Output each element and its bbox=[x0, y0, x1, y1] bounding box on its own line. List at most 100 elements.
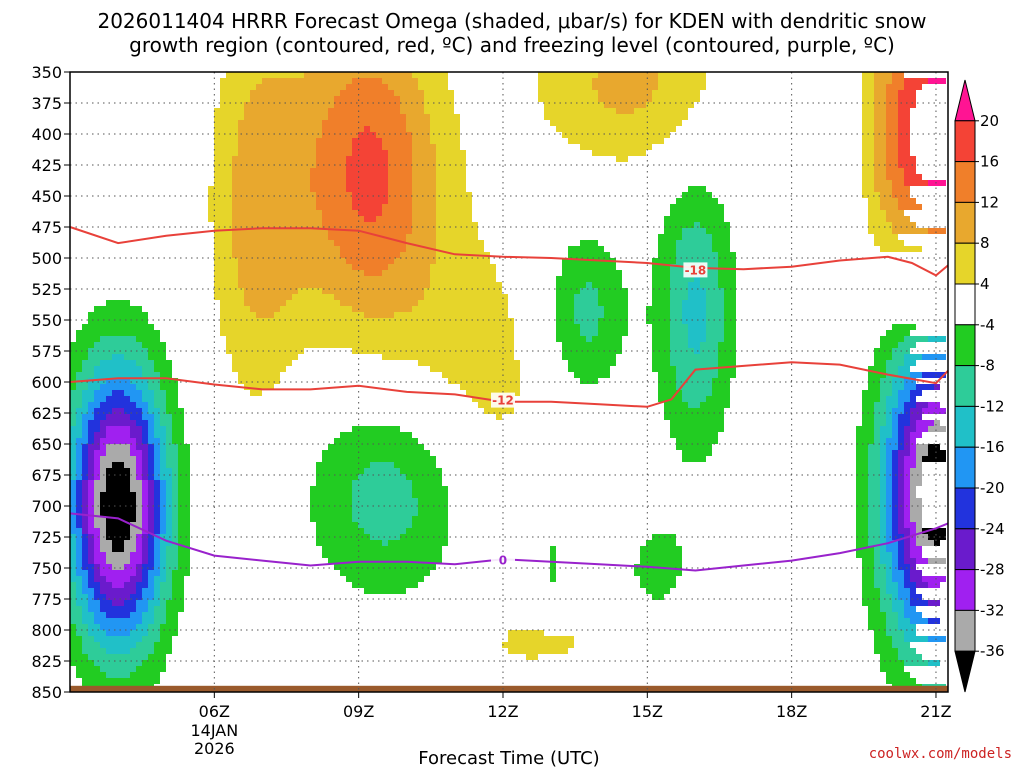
omega-cell bbox=[892, 426, 898, 432]
omega-cell bbox=[100, 540, 112, 546]
omega-cell bbox=[166, 480, 172, 486]
colorbar-label: -36 bbox=[980, 642, 1005, 660]
omega-cell bbox=[856, 528, 868, 534]
omega-cell bbox=[70, 642, 82, 648]
omega-cell bbox=[892, 564, 898, 570]
omega-cell bbox=[874, 78, 892, 84]
omega-cell bbox=[550, 120, 682, 126]
omega-cell bbox=[406, 528, 448, 534]
omega-cell bbox=[148, 378, 160, 384]
omega-cell bbox=[928, 78, 946, 84]
omega-cell bbox=[70, 402, 82, 408]
colorbar-swatch bbox=[954, 201, 976, 244]
omega-cell bbox=[352, 78, 382, 84]
omega-cell bbox=[604, 306, 628, 312]
omega-cell bbox=[304, 72, 412, 78]
omega-cell bbox=[82, 468, 88, 474]
omega-cell bbox=[682, 390, 712, 396]
omega-cell bbox=[910, 504, 922, 510]
omega-cell bbox=[892, 606, 904, 612]
omega-cell bbox=[874, 414, 886, 420]
omega-cell bbox=[76, 450, 82, 456]
omega-cell bbox=[898, 648, 916, 654]
omega-cell bbox=[106, 576, 130, 582]
y-tick-label: 475 bbox=[31, 218, 62, 237]
omega-cell bbox=[94, 576, 106, 582]
omega-cell bbox=[352, 198, 388, 204]
omega-cell bbox=[142, 540, 148, 546]
omega-cell bbox=[214, 126, 238, 132]
omega-cell bbox=[166, 570, 172, 576]
omega-cell bbox=[898, 540, 904, 546]
omega-cell bbox=[676, 246, 712, 252]
omega-cell bbox=[400, 96, 424, 102]
omega-cell bbox=[886, 366, 898, 372]
omega-cell bbox=[874, 354, 892, 360]
omega-cell bbox=[898, 504, 904, 510]
omega-cell bbox=[142, 570, 148, 576]
y-tick-label: 450 bbox=[31, 187, 62, 206]
omega-cell bbox=[418, 510, 448, 516]
omega-cell bbox=[874, 234, 898, 240]
omega-cell bbox=[94, 396, 106, 402]
omega-cell bbox=[928, 558, 946, 564]
omega-cell bbox=[94, 618, 142, 624]
omega-cell bbox=[886, 546, 898, 552]
omega-cell bbox=[232, 216, 322, 222]
omega-cell bbox=[916, 528, 922, 534]
omega-cell bbox=[910, 486, 916, 492]
omega-cell bbox=[160, 588, 172, 594]
omega-cell bbox=[898, 438, 904, 444]
omega-cell bbox=[910, 444, 916, 450]
omega-cell bbox=[652, 288, 670, 294]
omega-cell bbox=[322, 126, 364, 132]
omega-cell bbox=[166, 426, 172, 432]
omega-cell bbox=[898, 138, 910, 144]
omega-cell bbox=[214, 240, 232, 246]
omega-cell bbox=[166, 390, 178, 396]
omega-cell bbox=[160, 534, 172, 540]
omega-cell bbox=[874, 630, 886, 636]
omega-cell bbox=[706, 288, 724, 294]
omega-cell bbox=[916, 402, 928, 408]
omega-cell bbox=[910, 576, 922, 582]
omega-cell bbox=[160, 540, 172, 546]
omega-cell bbox=[106, 432, 130, 438]
omega-cell bbox=[574, 300, 598, 306]
omega-cell bbox=[346, 168, 388, 174]
omega-cell bbox=[724, 288, 736, 294]
omega-cell bbox=[568, 366, 610, 372]
omega-cell bbox=[874, 360, 886, 366]
omega-cell bbox=[214, 162, 232, 168]
omega-cell bbox=[418, 300, 508, 306]
omega-cell bbox=[352, 510, 418, 516]
contour-line bbox=[69, 512, 949, 572]
omega-cell bbox=[136, 492, 142, 498]
y-tick-label: 550 bbox=[31, 311, 62, 330]
colorbar-label: -16 bbox=[980, 438, 1005, 456]
omega-cell bbox=[136, 474, 142, 480]
omega-cell bbox=[856, 516, 868, 522]
omega-cell bbox=[862, 114, 874, 120]
omega-cell bbox=[616, 156, 628, 162]
omega-cell bbox=[910, 516, 922, 522]
omega-cell bbox=[154, 444, 160, 450]
omega-cell bbox=[142, 480, 148, 486]
omega-cell bbox=[322, 552, 442, 558]
omega-cell bbox=[154, 498, 160, 504]
omega-cell bbox=[232, 186, 310, 192]
omega-cell bbox=[556, 318, 574, 324]
omega-cell bbox=[886, 444, 898, 450]
omega-cell bbox=[166, 486, 172, 492]
omega-cell bbox=[148, 630, 160, 636]
omega-cell bbox=[874, 102, 886, 108]
omega-cell bbox=[166, 498, 172, 504]
omega-cell bbox=[886, 108, 898, 114]
omega-cell bbox=[646, 318, 670, 324]
omega-cell bbox=[88, 510, 94, 516]
omega-cell bbox=[70, 540, 76, 546]
omega-cell bbox=[682, 312, 706, 318]
omega-cell bbox=[874, 564, 886, 570]
omega-cell bbox=[928, 180, 946, 186]
omega-cell bbox=[892, 570, 904, 576]
